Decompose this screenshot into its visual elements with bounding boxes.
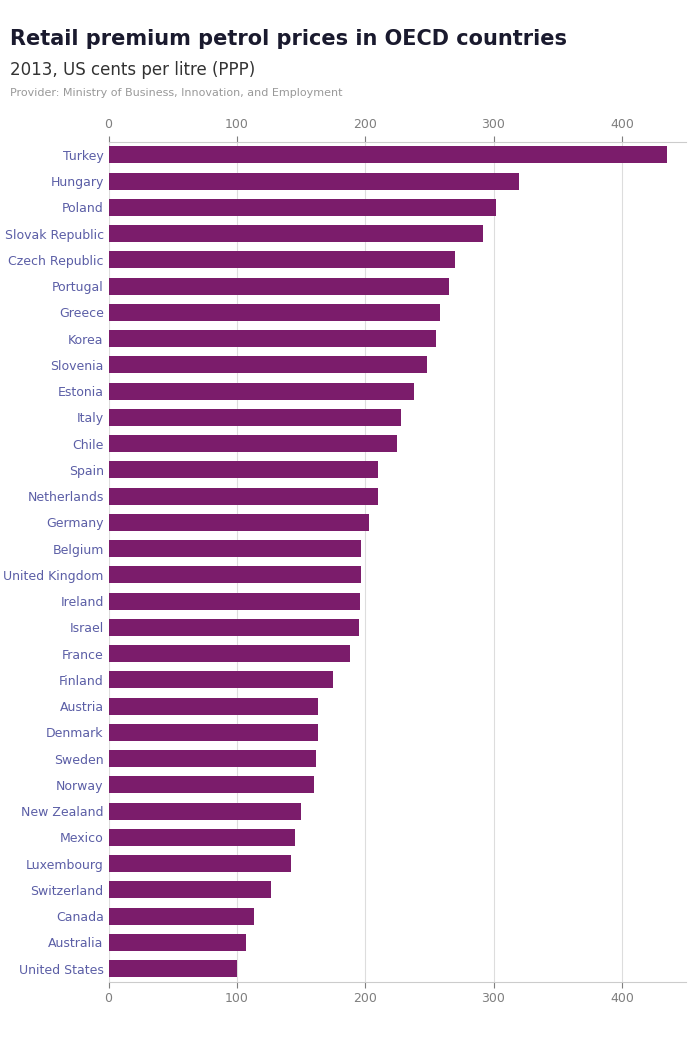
Bar [108,566,361,584]
Bar [108,435,398,453]
Bar [108,461,378,479]
Bar [108,146,666,164]
Text: 2013, US cents per litre (PPP): 2013, US cents per litre (PPP) [10,61,255,79]
Bar [108,855,290,873]
Bar [108,697,318,715]
Bar [108,671,333,689]
Bar [108,618,358,636]
Bar [108,356,427,374]
Bar [108,408,401,426]
Bar [108,907,253,925]
Bar [108,960,237,978]
Text: Retail premium petrol prices in OECD countries: Retail premium petrol prices in OECD cou… [10,29,568,49]
Bar [108,723,318,741]
Bar [108,382,414,400]
Bar [108,330,435,348]
Bar [108,540,361,558]
Bar [108,592,360,610]
Bar [108,513,369,531]
Bar [108,303,440,321]
Text: figure.nz: figure.nz [575,15,666,34]
Bar [108,750,316,768]
Bar [108,776,314,794]
Bar [108,487,378,505]
Bar [108,198,496,216]
Bar [108,172,519,190]
Bar [108,881,272,899]
Bar [108,277,449,295]
Bar [108,225,483,243]
Bar [108,828,295,846]
Bar [108,251,455,269]
Text: Provider: Ministry of Business, Innovation, and Employment: Provider: Ministry of Business, Innovati… [10,88,343,99]
Bar [108,645,350,663]
Bar [108,933,246,951]
Bar [108,802,301,820]
